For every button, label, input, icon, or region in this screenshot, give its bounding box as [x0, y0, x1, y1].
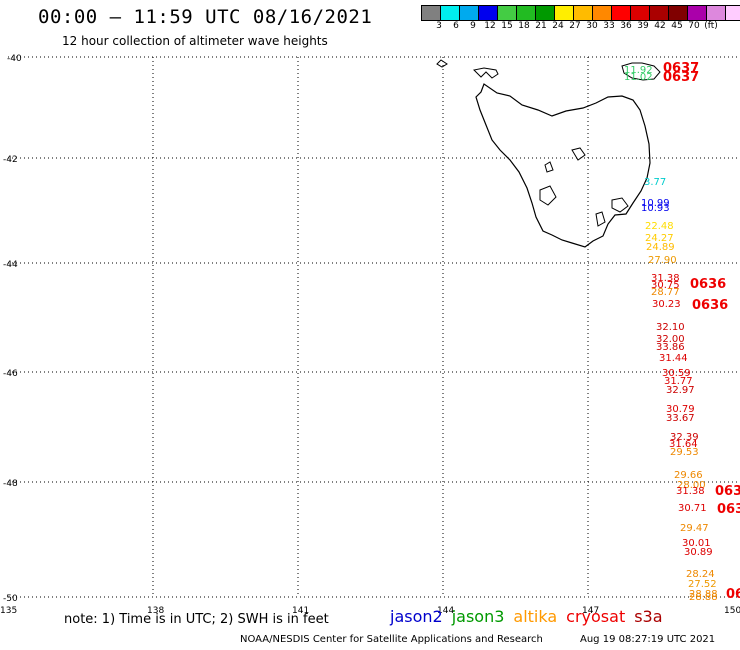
- wave-height-label: 33.67: [666, 413, 695, 424]
- wave-height-label: 29.47: [680, 523, 709, 534]
- satellite-name-jason3: jason3: [451, 607, 505, 626]
- wave-height-label: 10.99: [641, 198, 670, 209]
- color-scale-tick: 30: [586, 21, 598, 31]
- wave-height-label: 28.88: [689, 592, 718, 603]
- lat-label: -48: [3, 479, 18, 489]
- wave-height-label: 28.88: [689, 589, 718, 600]
- color-swatch: [725, 5, 740, 21]
- lat-label: -46: [3, 369, 18, 379]
- color-scale-tick: 27: [569, 21, 581, 31]
- color-scale-tick: 18: [518, 21, 530, 31]
- wave-height-label: 31.38: [651, 273, 680, 284]
- wave-height-label: 0636: [690, 277, 726, 292]
- color-scale-tick: 9: [470, 21, 476, 31]
- wave-height-label: 0636: [692, 298, 728, 313]
- small-island-outline: [436, 59, 448, 68]
- wave-height-label: 28.00: [677, 480, 706, 491]
- wave-height-label: 30.79: [666, 404, 695, 415]
- satellite-name-s3a: s3a: [634, 607, 663, 626]
- wave-height-label: 32.97: [666, 385, 695, 396]
- wave-height-label: 32.10: [656, 322, 685, 333]
- wave-height-label: 30.75: [651, 280, 680, 291]
- king-island-outline: [472, 67, 499, 79]
- lat-label: -50: [3, 594, 18, 604]
- lake-outline: [571, 147, 586, 161]
- credit-text: NOAA/NESDIS Center for Satellite Applica…: [240, 634, 543, 645]
- wave-height-label: 32.39: [670, 432, 699, 443]
- wave-height-label: 28.24: [686, 569, 715, 580]
- color-scale-tick: 70: [688, 21, 700, 31]
- lon-label: 138: [147, 606, 164, 616]
- lon-label: 135: [0, 606, 17, 616]
- wave-height-label: 0637: [663, 70, 699, 85]
- lat-label: -40: [7, 54, 22, 64]
- page-subtitle: 12 hour collection of altimeter wave hei…: [62, 34, 328, 48]
- wave-height-label: 24.27: [645, 233, 674, 244]
- island-outline: [595, 211, 606, 227]
- wave-height-label: 10.93: [641, 203, 670, 214]
- wave-height-label: 22.48: [645, 221, 674, 232]
- color-scale-tick: 3: [436, 21, 442, 31]
- wave-height-label: 30.71: [678, 503, 707, 514]
- color-scale-legend: [421, 5, 740, 21]
- color-scale-tick: 45: [671, 21, 683, 31]
- wave-height-label: 31.44: [659, 353, 688, 364]
- lon-label: 141: [292, 606, 309, 616]
- observation-layer: 11.9211.02063706373.7710.9910.9322.4824.…: [624, 61, 740, 603]
- wave-height-label: 11.02: [624, 72, 653, 83]
- wave-height-label: 28.77: [651, 287, 680, 298]
- page-title: 00:00 – 11:59 UTC 08/16/2021: [38, 6, 373, 28]
- satellite-legend: jason2 jason3 altika cryosat s3a: [390, 607, 672, 626]
- footnote: note: 1) Time is in UTC; 2) SWH is in fe…: [64, 612, 329, 627]
- color-scale-tick: 33: [603, 21, 615, 31]
- wave-height-label: 30.59: [662, 368, 691, 379]
- wave-height-label: 30.01: [682, 538, 711, 549]
- wave-height-label: 11.92: [624, 65, 653, 76]
- wave-height-label: 063: [715, 484, 740, 499]
- wave-height-label: 27.52: [688, 579, 717, 590]
- wave-height-label: 06: [726, 587, 740, 602]
- wave-height-label: 33.86: [656, 342, 685, 353]
- color-scale-tick: 36: [620, 21, 632, 31]
- color-scale-tick: 6: [453, 21, 459, 31]
- wave-height-label: 32.00: [656, 334, 685, 345]
- color-scale-tick: (ft): [704, 21, 718, 31]
- wave-height-label: 31.38: [676, 486, 705, 497]
- color-scale-tick: 15: [501, 21, 513, 31]
- tasmania-coastline: [475, 83, 651, 248]
- wave-height-label: 31.64: [669, 439, 698, 450]
- wave-height-label: 30.23: [652, 299, 681, 310]
- flinders-island-outline: [621, 62, 661, 81]
- satellite-name-jason2: jason2: [390, 607, 443, 626]
- color-scale-tick: 42: [654, 21, 666, 31]
- lon-label: 150: [724, 606, 740, 616]
- lake-outline: [539, 185, 557, 206]
- color-scale-tick: 39: [637, 21, 649, 31]
- color-scale-ticks: 3 6 9 12 15 18 21 24 27 30 33 36 39 42 45 70 (ft): [422, 21, 740, 33]
- lon-label: 144: [437, 606, 454, 616]
- color-scale-tick: 24: [552, 21, 564, 31]
- color-scale-tick: 12: [484, 21, 496, 31]
- wave-height-label: 0637: [663, 61, 699, 76]
- wave-height-label: 27.90: [648, 255, 677, 266]
- lon-label: 147: [582, 606, 599, 616]
- wave-height-label: 3.77: [644, 177, 666, 188]
- lake-outline: [544, 161, 554, 173]
- color-scale-tick: 21: [535, 21, 547, 31]
- lat-label: -42: [3, 155, 18, 165]
- timestamp-text: Aug 19 08:27:19 UTC 2021: [580, 634, 716, 645]
- wave-height-label: 063: [717, 502, 740, 517]
- satellite-name-cryosat: cryosat: [566, 607, 626, 626]
- wave-height-label: 29.53: [670, 447, 699, 458]
- wave-height-label: 29.66: [674, 470, 703, 481]
- satellite-name-altika: altika: [513, 607, 558, 626]
- wave-height-label: 24.89: [646, 242, 675, 253]
- wave-height-label: 30.89: [684, 547, 713, 558]
- wave-height-label: 31.77: [664, 376, 693, 387]
- peninsula-outline: [611, 197, 629, 213]
- lat-label: -44: [3, 260, 18, 270]
